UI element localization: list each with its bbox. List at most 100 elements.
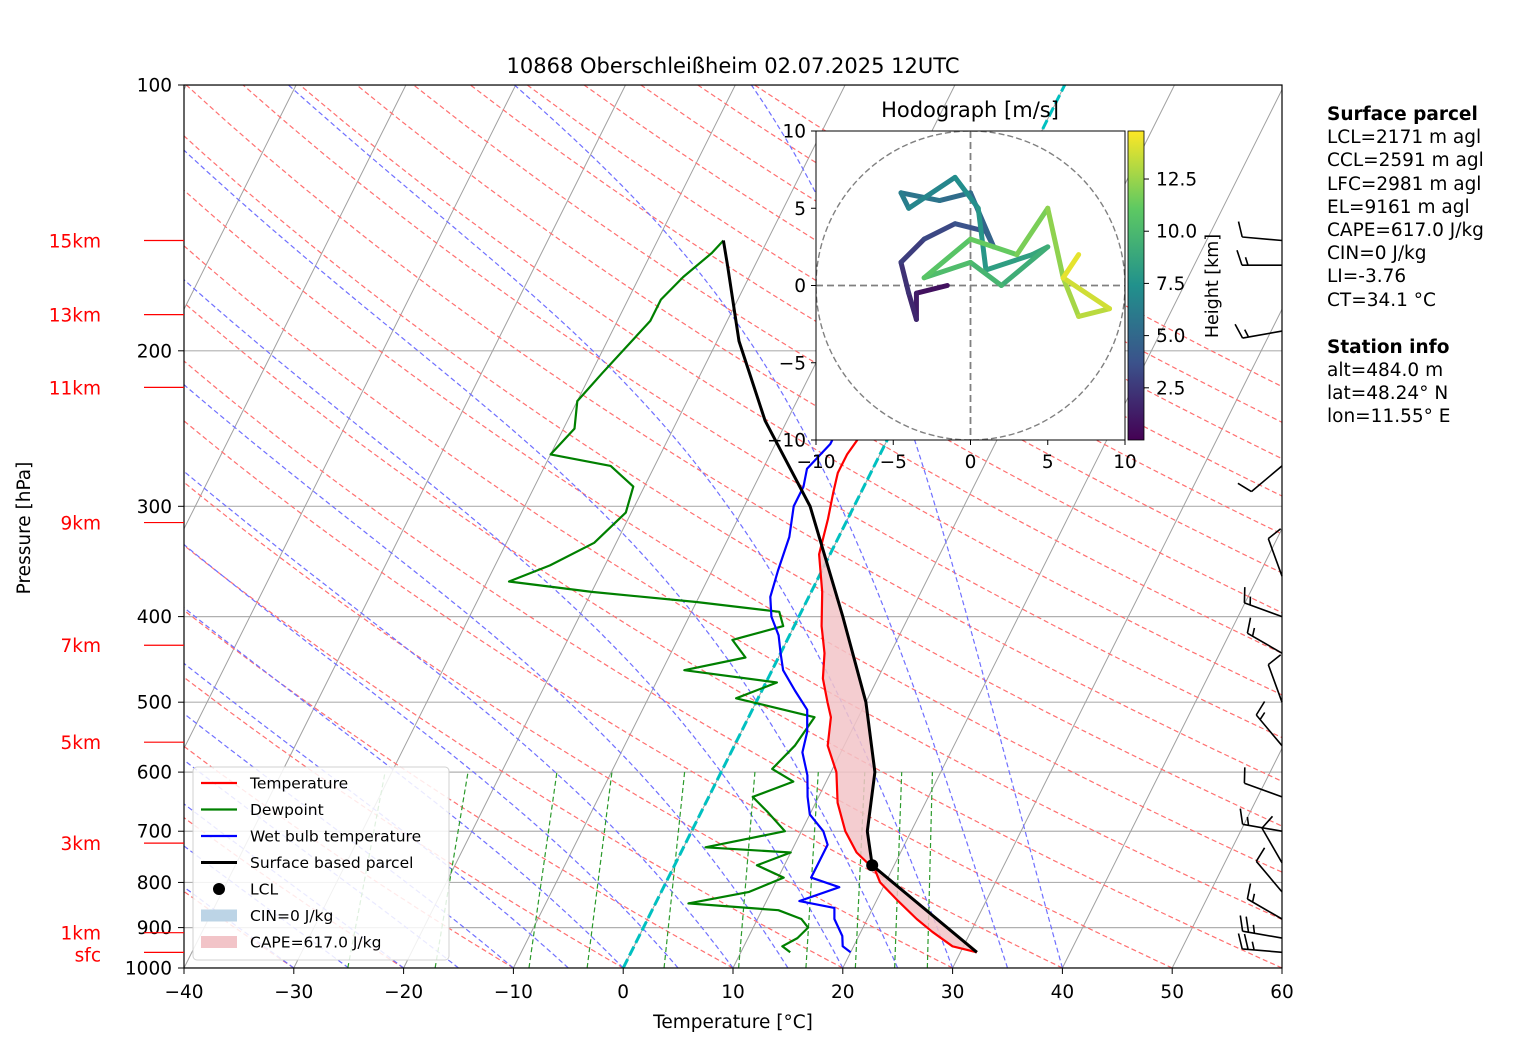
isotherm-line: [952, 308, 1282, 968]
legend-label: Surface based parcel: [250, 854, 413, 872]
hodograph-colorbar: [1127, 130, 1145, 441]
legend-label: Dewpoint: [250, 801, 324, 819]
hodograph-trace-segment: [1060, 275, 1082, 319]
wind-barb: [1239, 915, 1283, 939]
moist-adiabat-line: [184, 149, 899, 968]
dry-adiabat-line: [184, 245, 1282, 921]
hodograph-y-tick-label: −5: [779, 353, 806, 374]
hodograph-trace-segment: [921, 259, 973, 281]
x-tick-label: 0: [617, 982, 629, 1003]
station-info-line: lon=11.55° E: [1327, 406, 1451, 428]
y-tick-label: 300: [137, 497, 172, 518]
surface-parcel-line: LFC=2981 m agl: [1327, 173, 1482, 195]
colorbar-tick-label: 12.5: [1156, 170, 1197, 191]
surface-parcel-title: Surface parcel: [1327, 104, 1478, 125]
lcl-marker: [866, 859, 879, 872]
hodograph-x-tick-label: 0: [965, 452, 977, 473]
height-label: 9km: [60, 514, 101, 535]
hodograph-trace-segment: [968, 236, 1020, 258]
mixing-ratio-line: [894, 772, 903, 968]
hodograph-trace-segment: [906, 174, 958, 211]
x-tick-label: 60: [1270, 982, 1294, 1003]
legend-swatch: [201, 909, 237, 922]
legend-swatch: [201, 936, 237, 948]
hodograph-y-tick-label: −10: [767, 431, 806, 452]
wind-barb: [1243, 587, 1283, 618]
cape-area: [819, 545, 976, 952]
y-tick-label: 200: [137, 341, 172, 362]
hodograph-x-tick-label: 10: [1113, 452, 1137, 473]
height-label: 1km: [60, 924, 101, 945]
x-tick-label: 10: [721, 982, 745, 1003]
hodograph-trace-segment: [898, 190, 943, 204]
surface-parcel-line: LCL=2171 m agl: [1327, 127, 1482, 149]
wind-barb: [1246, 617, 1283, 654]
y-tick-label: 500: [137, 693, 172, 714]
wind-barbs: [1234, 221, 1283, 954]
y-axis-label: Pressure [hPa]: [14, 462, 35, 595]
freezing-isotherm-line: [621, 85, 1067, 968]
y-tick-label: 700: [137, 822, 172, 843]
hodograph-trace-segment: [968, 259, 1004, 288]
wind-barb: [1255, 847, 1283, 893]
wind-barb: [1237, 465, 1283, 493]
hodograph-trace-segment: [1076, 306, 1113, 319]
hodograph-trace-segment: [898, 190, 912, 211]
isotherm-line: [184, 85, 517, 750]
hodograph-y-tick-label: 5: [794, 199, 806, 220]
x-tick-label: −30: [274, 982, 313, 1003]
dewpoint-line: [507, 239, 816, 954]
surface-parcel-line: LI=-3.76: [1327, 266, 1407, 288]
y-tick-label: 1000: [125, 959, 172, 980]
height-label: 7km: [60, 636, 101, 657]
hodograph-x-tick-label: −10: [796, 452, 835, 473]
colorbar-tick-label: 10.0: [1156, 222, 1197, 243]
surface-parcel-line: CT=34.1 °C: [1327, 289, 1436, 311]
hodograph-trace-segment: [983, 252, 1035, 273]
dry-adiabat-line: [185, 85, 1282, 782]
moist-adiabat-line: [288, 85, 954, 968]
station-info-title: Station info: [1327, 336, 1450, 358]
isotherm-line: [184, 85, 297, 311]
station-info-line: lat=48.24° N: [1327, 383, 1449, 405]
cape-cin-fills: [819, 545, 976, 952]
y-tick-label: 600: [137, 763, 172, 784]
height-label: 11km: [49, 378, 101, 399]
x-tick-label: −10: [494, 982, 533, 1003]
hodograph-inset: Hodograph [m/s] −10 −5 0 5 10 10 5 0 −5 −10 2.5 5.…: [767, 98, 1223, 473]
wind-barb: [1237, 933, 1283, 954]
y-tick-label: 900: [137, 918, 172, 939]
surface-parcel-line: EL=9161 m agl: [1327, 196, 1470, 218]
height-label: 13km: [49, 306, 101, 327]
height-label: sfc: [75, 945, 101, 966]
dry-adiabat-line: [242, 85, 1282, 739]
hodograph-trace-segment: [998, 244, 1051, 288]
x-tick-label: 40: [1051, 982, 1075, 1003]
moist-adiabat-line: [184, 383, 789, 968]
legend-swatch: [213, 883, 225, 895]
legend-label: CAPE=617.0 J/kg: [250, 934, 381, 952]
legend-box: [192, 766, 450, 961]
x-axis-label: Temperature [°C]: [652, 1012, 813, 1033]
isotherm-line: [1061, 527, 1282, 968]
parcel-line: [721, 240, 978, 954]
x-tick-label: −40: [164, 982, 203, 1003]
height-label: 5km: [60, 733, 101, 754]
moist-adiabat-line: [184, 606, 624, 968]
hodograph-trace-segment: [952, 174, 981, 211]
wind-barb: [1236, 249, 1282, 266]
dry-adiabat-line: [184, 360, 1173, 968]
legend-label: CIN=0 J/kg: [250, 907, 333, 925]
hodograph-trace-segment: [913, 283, 950, 296]
info-panel: Surface parcel LCL=2171 m agl CCL=2591 m…: [1327, 103, 1484, 429]
moist-adiabat-line: [514, 85, 1009, 968]
wind-barb: [1239, 808, 1283, 832]
x-tick-label: 30: [941, 982, 965, 1003]
isotherm-line: [1171, 747, 1282, 968]
wind-barb: [1237, 221, 1283, 242]
colorbar-tick-label: 2.5: [1156, 378, 1185, 399]
surface-parcel-line: CCL=2591 m agl: [1327, 150, 1484, 172]
mixing-ratio-line: [926, 772, 933, 968]
